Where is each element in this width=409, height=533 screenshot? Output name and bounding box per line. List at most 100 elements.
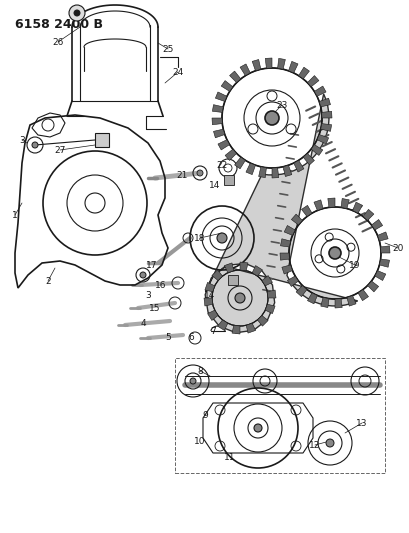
Polygon shape xyxy=(287,276,298,286)
Polygon shape xyxy=(281,265,292,274)
Text: 17: 17 xyxy=(146,261,157,270)
Polygon shape xyxy=(212,104,223,112)
Polygon shape xyxy=(227,275,237,285)
Text: 20: 20 xyxy=(391,244,403,253)
Polygon shape xyxy=(271,168,278,178)
Text: 7: 7 xyxy=(210,327,216,335)
Polygon shape xyxy=(321,111,331,118)
Polygon shape xyxy=(258,167,266,177)
Text: 14: 14 xyxy=(209,181,220,190)
Circle shape xyxy=(97,135,107,145)
Polygon shape xyxy=(231,325,239,334)
Polygon shape xyxy=(327,198,334,207)
Text: 5: 5 xyxy=(165,333,171,342)
Polygon shape xyxy=(293,160,303,172)
Text: 3: 3 xyxy=(145,290,151,300)
Polygon shape xyxy=(218,140,229,150)
Text: 6158 2400 B: 6158 2400 B xyxy=(15,18,103,31)
Polygon shape xyxy=(246,323,255,333)
Text: 23: 23 xyxy=(276,101,287,109)
Polygon shape xyxy=(252,60,260,71)
Polygon shape xyxy=(316,134,328,144)
Circle shape xyxy=(254,424,261,432)
Polygon shape xyxy=(229,71,240,83)
Circle shape xyxy=(32,142,38,148)
Text: 18: 18 xyxy=(194,233,205,243)
Text: 16: 16 xyxy=(155,280,166,289)
Polygon shape xyxy=(277,59,285,69)
Text: 6: 6 xyxy=(188,333,193,342)
Circle shape xyxy=(325,439,333,447)
Polygon shape xyxy=(223,175,234,185)
Text: 4: 4 xyxy=(140,319,146,328)
Bar xyxy=(175,358,384,473)
Text: 3: 3 xyxy=(19,135,25,144)
Text: 27: 27 xyxy=(54,146,65,155)
Text: 1: 1 xyxy=(12,211,18,220)
Text: 15: 15 xyxy=(149,303,160,312)
Bar xyxy=(95,133,109,147)
Text: 19: 19 xyxy=(348,261,360,270)
Polygon shape xyxy=(215,92,227,101)
Polygon shape xyxy=(234,157,245,169)
Text: 22: 22 xyxy=(216,160,227,169)
Polygon shape xyxy=(240,64,250,76)
Polygon shape xyxy=(298,67,309,79)
Polygon shape xyxy=(352,202,362,213)
Text: 2: 2 xyxy=(45,277,51,286)
Polygon shape xyxy=(346,295,355,306)
Polygon shape xyxy=(291,214,302,225)
Polygon shape xyxy=(334,298,342,308)
Polygon shape xyxy=(204,282,214,292)
Text: 12: 12 xyxy=(308,440,320,449)
Polygon shape xyxy=(257,316,267,326)
Polygon shape xyxy=(307,293,317,304)
Polygon shape xyxy=(366,281,378,292)
Polygon shape xyxy=(283,225,294,236)
Text: 24: 24 xyxy=(172,68,183,77)
Polygon shape xyxy=(217,320,227,330)
Polygon shape xyxy=(380,246,389,253)
Circle shape xyxy=(189,378,196,384)
Polygon shape xyxy=(301,205,311,216)
Circle shape xyxy=(264,111,278,125)
Polygon shape xyxy=(314,86,325,96)
Text: 10: 10 xyxy=(194,437,205,446)
Polygon shape xyxy=(310,144,322,156)
Polygon shape xyxy=(224,263,233,273)
Circle shape xyxy=(196,170,202,176)
Polygon shape xyxy=(261,276,272,286)
Text: 21: 21 xyxy=(176,171,187,180)
Text: 11: 11 xyxy=(224,453,235,462)
Polygon shape xyxy=(288,61,297,73)
Circle shape xyxy=(139,272,146,278)
Circle shape xyxy=(74,10,80,16)
Text: 14: 14 xyxy=(204,290,215,300)
Polygon shape xyxy=(225,149,236,160)
Polygon shape xyxy=(374,271,385,280)
Polygon shape xyxy=(245,163,255,175)
Text: 25: 25 xyxy=(162,44,173,53)
Polygon shape xyxy=(357,289,368,301)
Polygon shape xyxy=(295,286,306,297)
Polygon shape xyxy=(221,80,232,91)
Circle shape xyxy=(234,293,245,303)
Circle shape xyxy=(328,247,340,259)
Polygon shape xyxy=(252,265,262,276)
Circle shape xyxy=(216,233,227,243)
Polygon shape xyxy=(320,124,331,131)
Polygon shape xyxy=(307,76,318,87)
Polygon shape xyxy=(265,304,274,313)
Polygon shape xyxy=(320,297,328,308)
Text: 13: 13 xyxy=(355,418,367,427)
Polygon shape xyxy=(371,220,382,230)
Polygon shape xyxy=(313,200,322,211)
Polygon shape xyxy=(267,290,275,298)
Polygon shape xyxy=(302,154,314,165)
Polygon shape xyxy=(207,310,218,320)
Polygon shape xyxy=(319,98,330,107)
Polygon shape xyxy=(204,298,212,306)
Text: 8: 8 xyxy=(197,367,202,376)
Polygon shape xyxy=(362,209,373,221)
Polygon shape xyxy=(377,232,387,241)
